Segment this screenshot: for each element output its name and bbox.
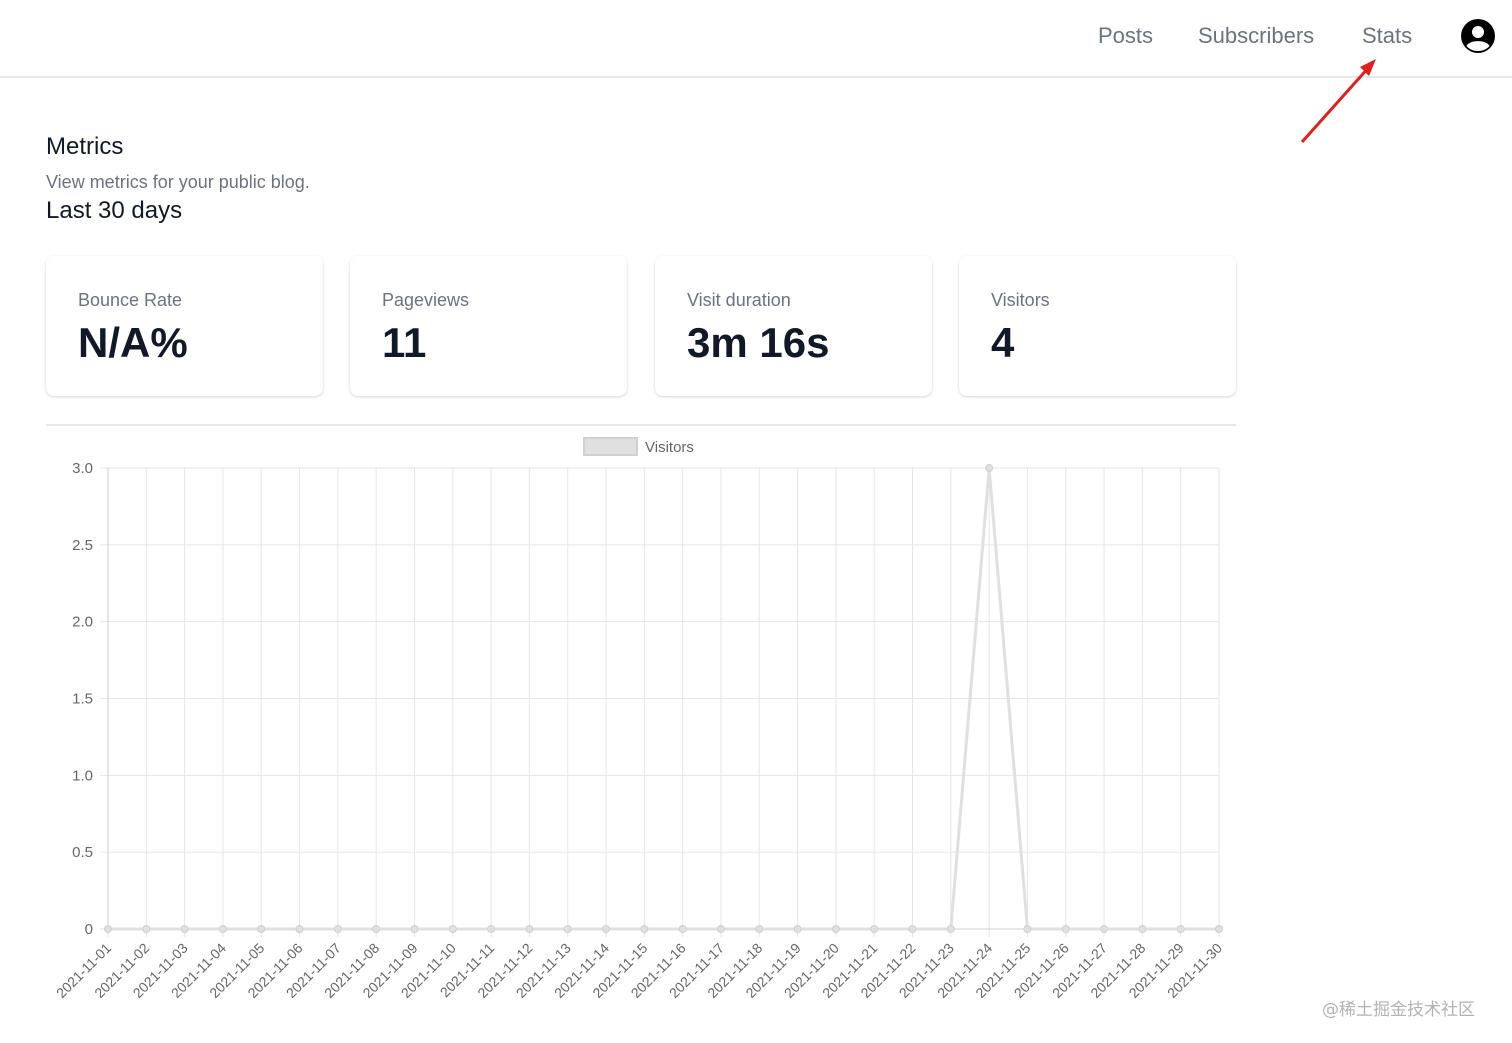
data-point: [602, 925, 611, 933]
metric-card-bounce-rate: Bounce Rate N/A%: [46, 256, 323, 396]
data-point: [678, 925, 687, 933]
data-point: [525, 925, 534, 933]
metric-card-visit-duration: Visit duration 3m 16s: [655, 256, 932, 396]
data-point: [908, 925, 917, 933]
data-point: [985, 464, 994, 472]
data-point: [1176, 925, 1185, 933]
y-tick-label: 2.0: [72, 614, 93, 631]
data-point: [793, 925, 802, 933]
y-tick-label: 3.0: [72, 460, 93, 477]
data-point: [755, 925, 764, 933]
metric-value: 4: [991, 319, 1015, 366]
annotation-arrow-icon: [1300, 59, 1376, 144]
data-point: [487, 925, 496, 933]
metric-value: N/A%: [78, 319, 188, 366]
metric-card-pageviews: Pageviews 11: [350, 256, 627, 396]
metric-label: Visit duration: [687, 290, 791, 310]
series-line-visitors: [108, 466, 1219, 931]
metric-label: Pageviews: [382, 290, 470, 310]
data-point: [870, 925, 879, 933]
data-point: [1061, 925, 1070, 933]
y-tick-label: 0: [85, 921, 93, 938]
y-tick-label: 1.0: [72, 767, 93, 784]
data-point: [372, 925, 381, 933]
metric-label: Bounce Rate: [78, 290, 183, 310]
metric-value: 3m 16s: [687, 319, 830, 366]
y-tick-label: 0.5: [72, 844, 93, 861]
page-title: Metrics: [46, 133, 124, 160]
section-divider: [46, 424, 1236, 426]
data-point: [180, 925, 189, 933]
nav-link-stats[interactable]: Stats: [1362, 23, 1413, 48]
data-point: [1215, 925, 1223, 933]
nav-link-posts[interactable]: Posts: [1098, 23, 1154, 48]
data-point: [946, 925, 955, 933]
legend-swatch: [583, 437, 638, 456]
data-point: [333, 925, 342, 933]
metric-card-visitors: Visitors 4: [959, 256, 1236, 396]
metric-label: Visitors: [991, 290, 1050, 310]
nav-link-subscribers[interactable]: Subscribers: [1198, 23, 1315, 48]
y-tick-label: 2.5: [72, 537, 93, 554]
data-point: [448, 925, 457, 933]
data-point: [104, 925, 112, 933]
data-point: [1100, 925, 1109, 933]
data-point: [1138, 925, 1147, 933]
data-point: [410, 925, 419, 933]
data-point: [218, 925, 227, 933]
user-avatar-icon[interactable]: [1461, 19, 1495, 53]
data-point: [640, 925, 649, 933]
period-label: Last 30 days: [46, 197, 183, 224]
metric-value: 11: [382, 319, 427, 366]
data-point: [257, 925, 266, 933]
top-navbar: Posts Subscribers Stats: [0, 0, 1512, 78]
y-tick-label: 1.5: [72, 691, 93, 708]
page-subtitle: View metrics for your public blog.: [46, 172, 310, 192]
data-point: [716, 925, 725, 933]
data-point: [142, 925, 151, 933]
legend-label: Visitors: [645, 439, 694, 456]
data-point: [1023, 925, 1032, 933]
data-point: [295, 925, 304, 933]
data-point: [563, 925, 572, 933]
visitors-line-chart: 00.51.01.52.02.53.02021-11-012021-11-022…: [53, 437, 1225, 1001]
data-point: [831, 925, 840, 933]
watermark-text: @稀土掘金技术社区: [1322, 1000, 1475, 1020]
